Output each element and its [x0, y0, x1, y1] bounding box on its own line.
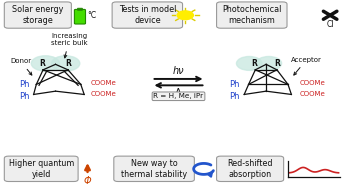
Text: Photochemical
mechanism: Photochemical mechanism — [222, 5, 282, 25]
Text: COOMe: COOMe — [299, 80, 325, 86]
Text: hν: hν — [173, 66, 184, 76]
Text: Ph: Ph — [229, 80, 240, 89]
Text: R = H, Me, iPr: R = H, Me, iPr — [154, 93, 204, 99]
Text: R: R — [66, 59, 72, 68]
FancyBboxPatch shape — [4, 156, 78, 181]
FancyBboxPatch shape — [114, 156, 194, 181]
FancyBboxPatch shape — [217, 2, 287, 28]
Text: R: R — [275, 59, 280, 68]
Text: Ph: Ph — [19, 92, 29, 101]
Text: Φ: Φ — [84, 176, 91, 186]
FancyBboxPatch shape — [112, 2, 183, 28]
FancyBboxPatch shape — [217, 156, 284, 181]
Text: Cl: Cl — [326, 20, 334, 29]
Text: Acceptor: Acceptor — [291, 57, 322, 75]
Text: Higher quantum
yield: Higher quantum yield — [9, 159, 74, 179]
Text: COOMe: COOMe — [90, 80, 116, 86]
Circle shape — [256, 57, 282, 70]
Text: Δ: Δ — [175, 88, 182, 98]
Text: R: R — [252, 59, 258, 68]
Circle shape — [236, 57, 262, 70]
FancyBboxPatch shape — [75, 9, 86, 24]
Text: COOMe: COOMe — [299, 91, 325, 98]
Circle shape — [31, 56, 60, 71]
FancyBboxPatch shape — [78, 8, 82, 10]
Text: Increasing
steric bulk: Increasing steric bulk — [51, 33, 87, 58]
Text: COOMe: COOMe — [90, 91, 116, 98]
Circle shape — [51, 56, 80, 71]
Text: Donor: Donor — [10, 58, 32, 75]
Text: R: R — [39, 59, 45, 68]
Text: Solar energy
storage: Solar energy storage — [12, 5, 63, 25]
Text: °C: °C — [88, 11, 97, 20]
Text: Ph: Ph — [19, 80, 29, 89]
FancyBboxPatch shape — [4, 2, 71, 28]
Text: Ph: Ph — [229, 92, 240, 101]
Text: New way to
thermal stability: New way to thermal stability — [121, 159, 187, 179]
Text: Tests in model
device: Tests in model device — [119, 5, 176, 25]
Circle shape — [177, 11, 193, 20]
Text: Red-shifted
absorption: Red-shifted absorption — [227, 159, 273, 179]
